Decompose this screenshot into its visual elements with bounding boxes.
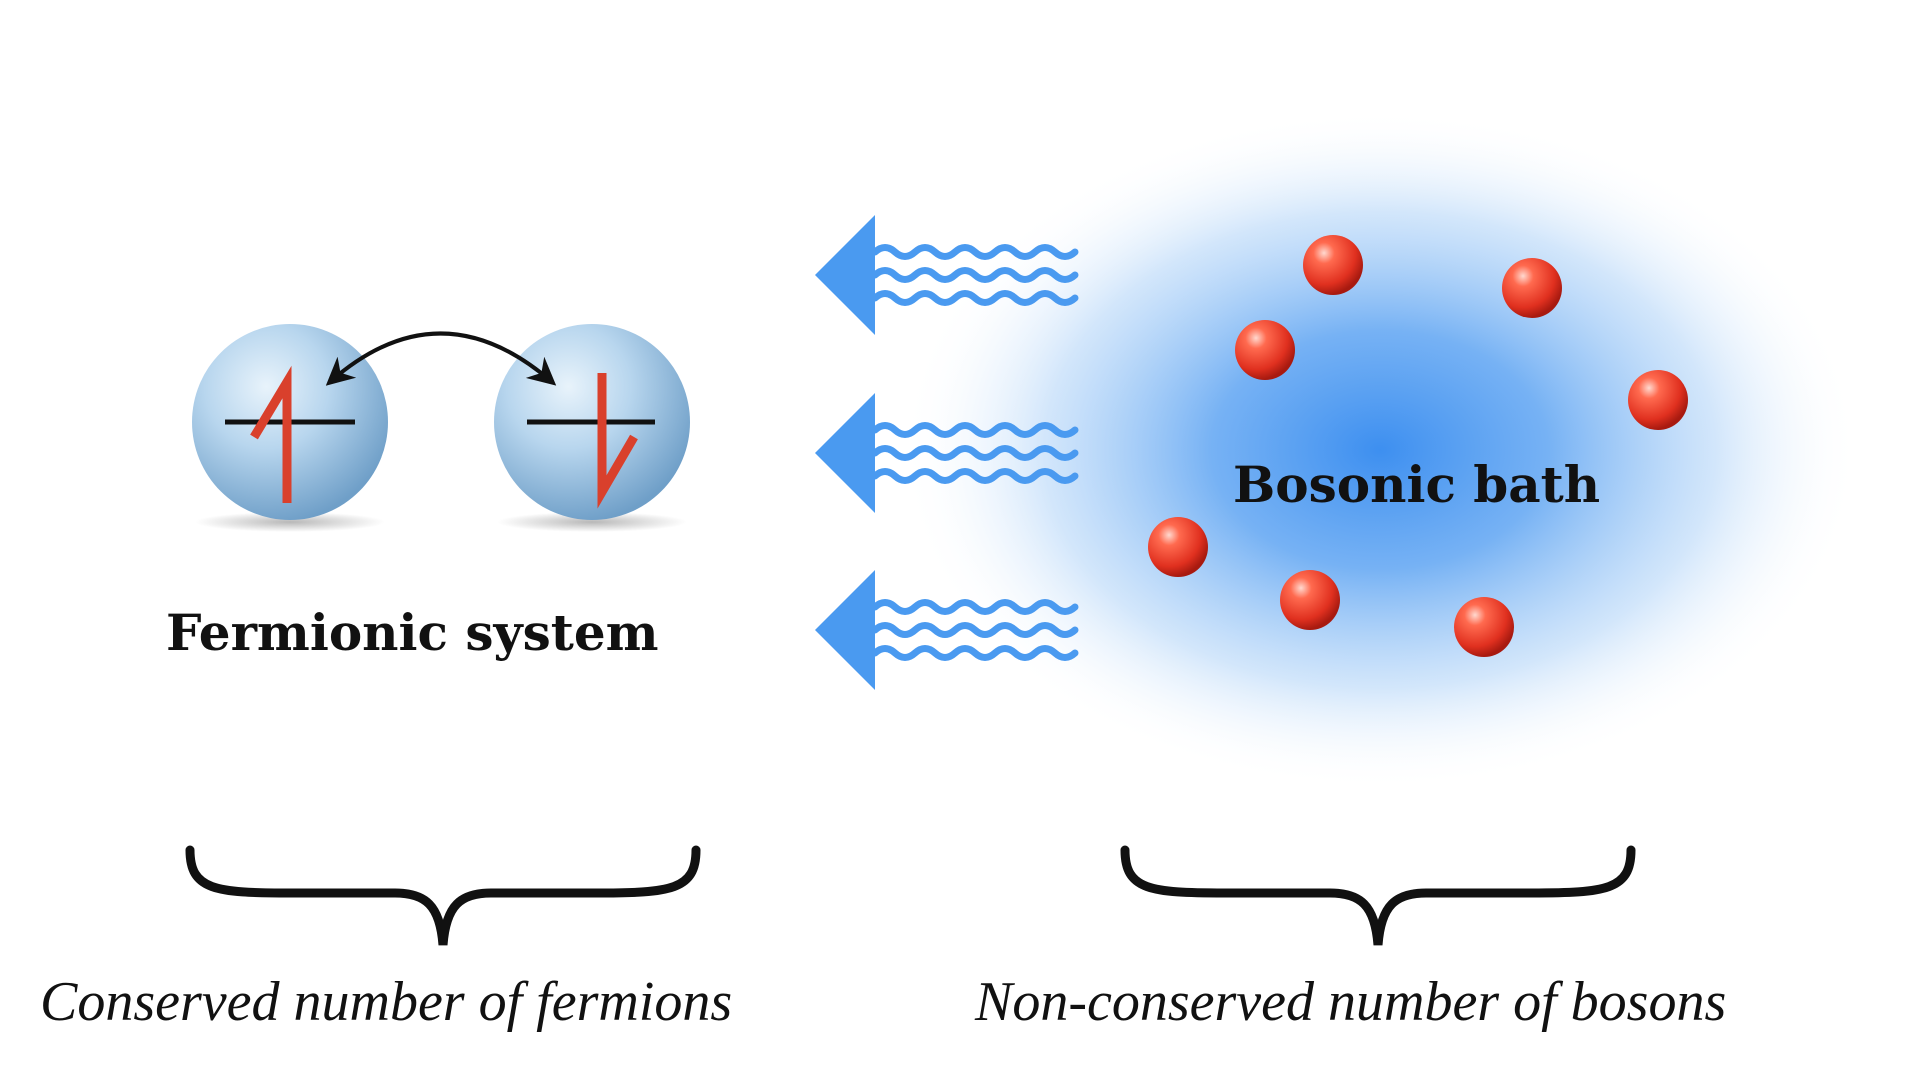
hopping-arrow-icon [325, 331, 557, 386]
boson-particle [1235, 320, 1295, 380]
bosonic-bath-label: Bosonic bath [1233, 455, 1601, 514]
boson-particle [1502, 258, 1562, 318]
spin-down-icon [597, 373, 638, 509]
spin-up-icon [250, 365, 292, 503]
fermion-site-left [192, 324, 388, 532]
boson-particle [1628, 370, 1688, 430]
brace-right-icon [1120, 845, 1636, 946]
boson-particle [1303, 235, 1363, 295]
wavy-arrow-icon [815, 215, 1079, 335]
conserved-fermions-caption: Conserved number of fermions [40, 971, 733, 1033]
fermion-site-right [494, 324, 690, 532]
bath-cloud [900, 110, 1860, 790]
non-conserved-bosons-caption: Non-conserved number of bosons [975, 971, 1727, 1033]
boson-particle [1148, 517, 1208, 577]
boson-particle [1280, 570, 1340, 630]
wavy-arrow-icon [815, 393, 1079, 513]
fermionic-system-label: Fermionic system [166, 603, 659, 662]
brace-left-icon [185, 845, 701, 946]
boson-particle [1454, 597, 1514, 657]
wavy-arrow-icon [815, 570, 1079, 690]
